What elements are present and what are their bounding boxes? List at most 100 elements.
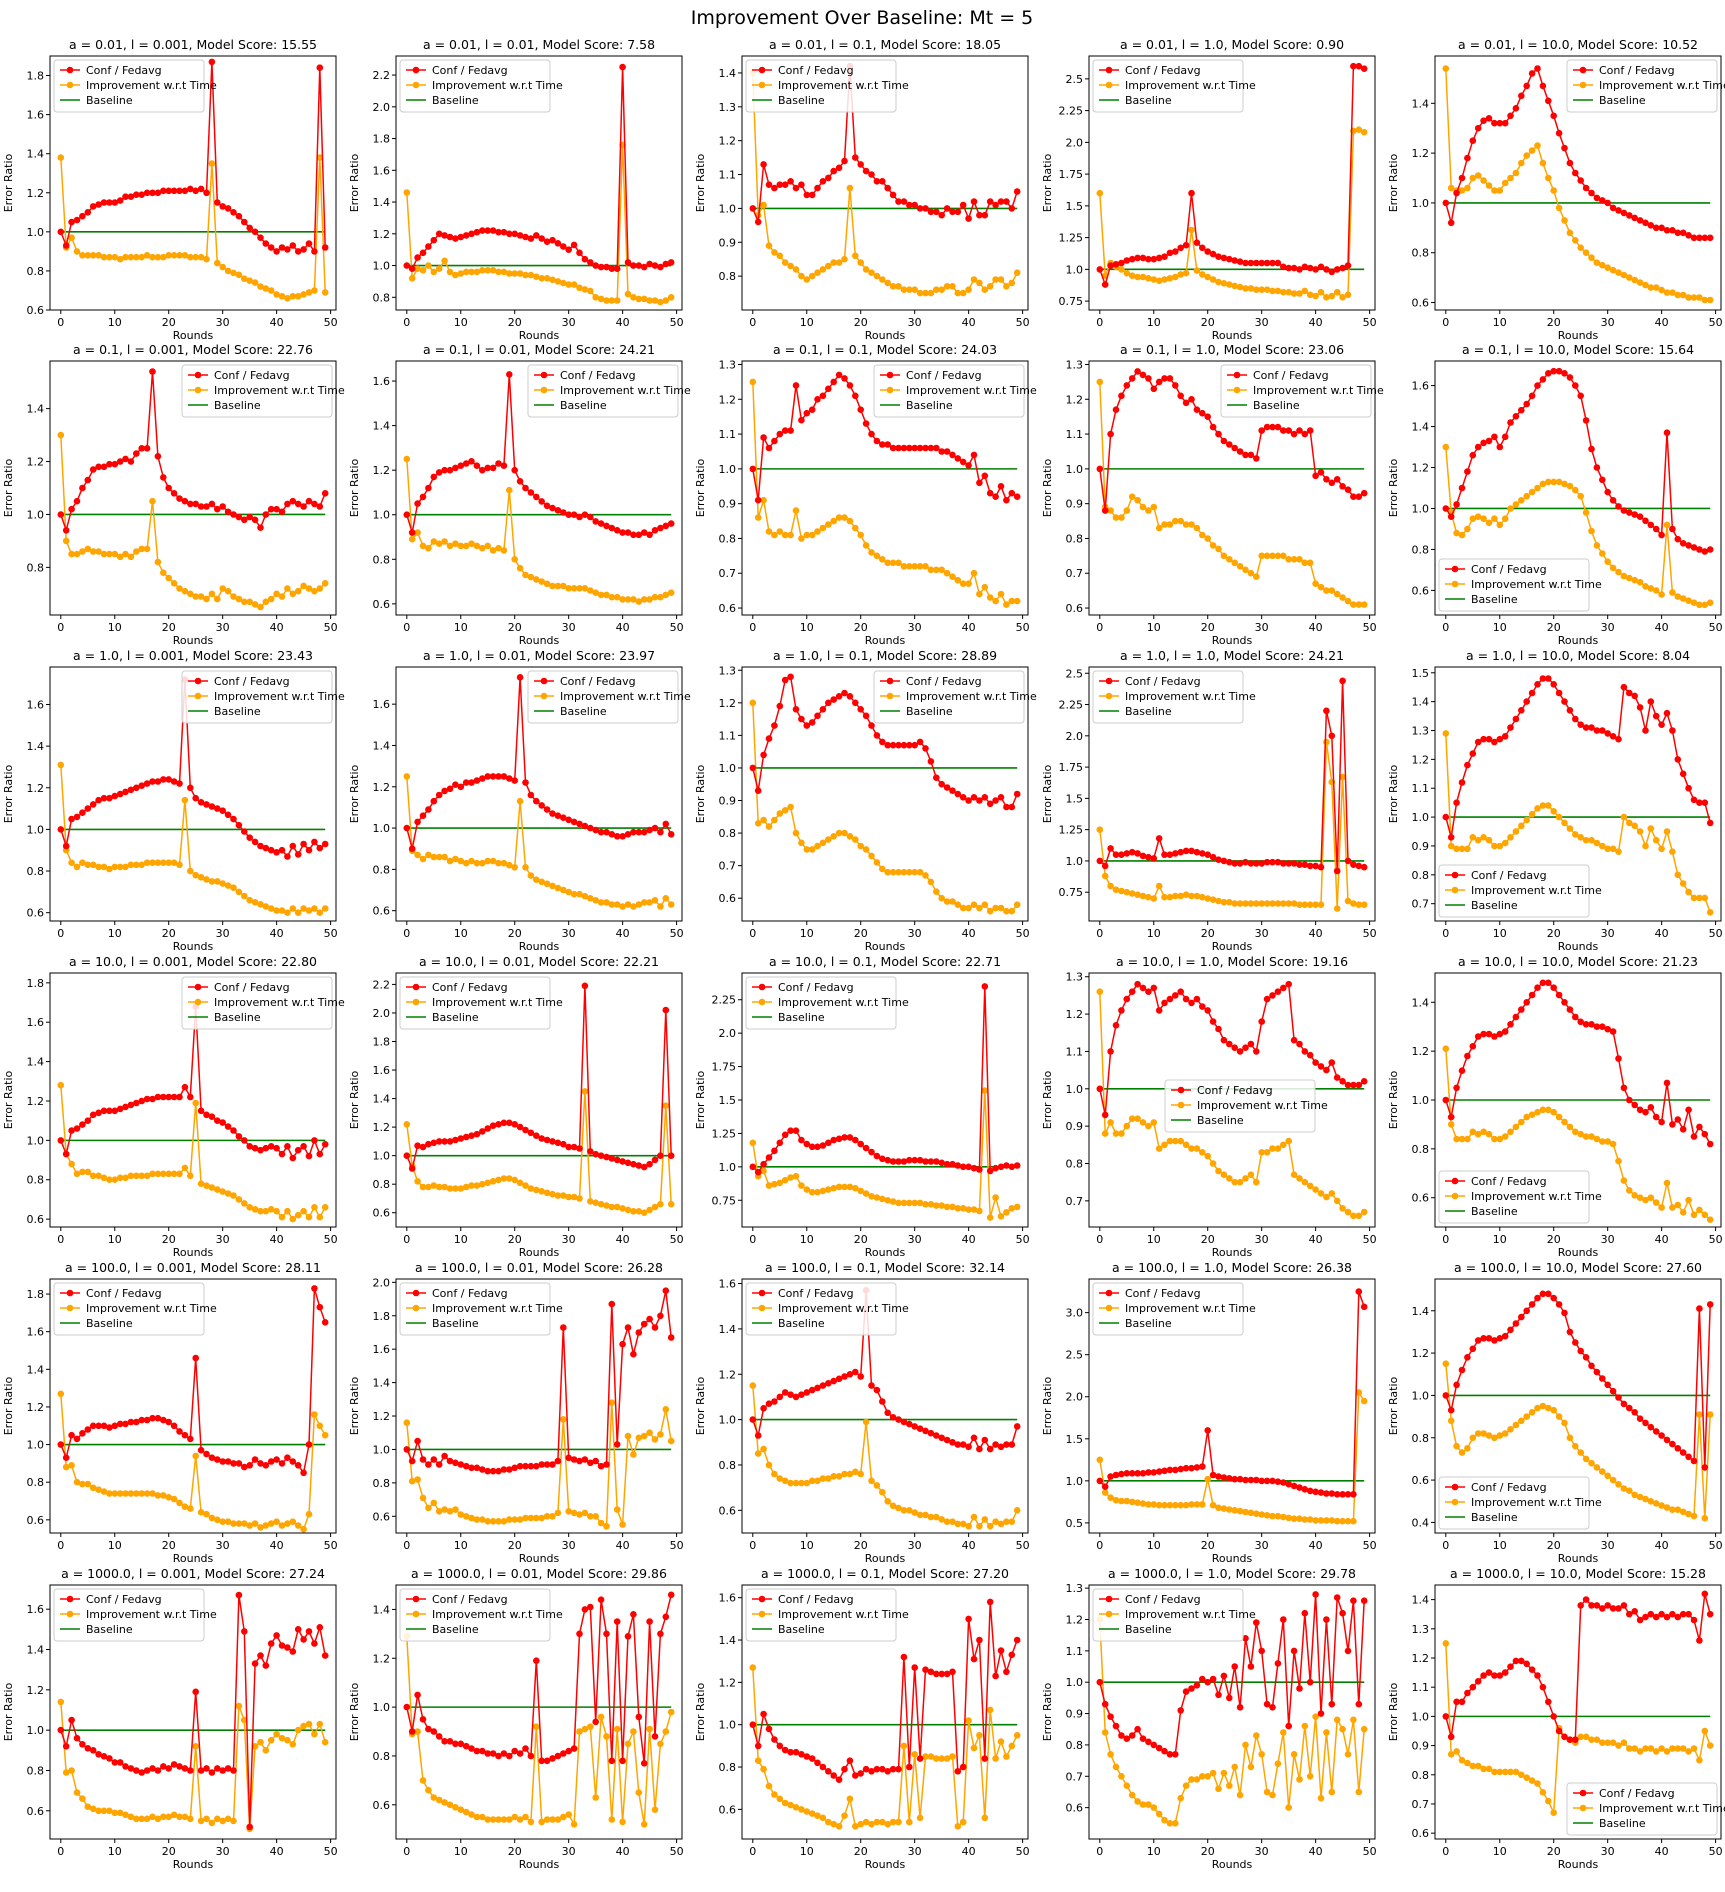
y-axis-label: Error Ratio (694, 764, 707, 823)
data-point (1199, 271, 1206, 278)
data-point (889, 559, 897, 567)
data-point (906, 286, 913, 294)
data-point (224, 1518, 232, 1525)
data-point (116, 255, 124, 263)
data-point (1193, 267, 1201, 274)
data-point (1679, 770, 1687, 778)
legend-entry: Improvement w.r.t Time (1573, 79, 1725, 92)
data-point (879, 276, 886, 283)
x-tick-label: 40 (616, 1845, 630, 1858)
legend-label: Conf / Fedavg (214, 981, 290, 994)
data-point (533, 1462, 540, 1470)
legend-entry: Improvement w.r.t Time (60, 1302, 217, 1315)
data-point (516, 478, 524, 485)
data-point (452, 1506, 459, 1513)
data-point (1582, 249, 1590, 256)
data-point (230, 511, 237, 518)
legend-marker (66, 1595, 74, 1603)
data-point (84, 476, 92, 484)
data-point (425, 1461, 432, 1468)
legend-marker (194, 677, 202, 685)
data-point (68, 234, 75, 241)
data-point (1696, 546, 1703, 553)
data-point (1442, 1640, 1450, 1647)
data-point (133, 191, 140, 198)
data-point (1501, 839, 1509, 847)
data-point (933, 1432, 940, 1439)
y-tick-label: 1.8 (27, 1288, 45, 1301)
data-point (857, 1140, 864, 1148)
data-point (79, 1480, 86, 1488)
y-axis-label: Error Ratio (348, 764, 361, 823)
data-point (970, 1164, 978, 1172)
data-point (1285, 1722, 1292, 1730)
data-point (1523, 1413, 1530, 1420)
data-point (1701, 234, 1709, 242)
data-point (1685, 1196, 1692, 1204)
data-point (1096, 266, 1104, 273)
data-point (305, 289, 313, 296)
data-point (300, 503, 307, 510)
data-point (1626, 1187, 1633, 1194)
data-point (1008, 279, 1016, 287)
data-point (1636, 578, 1644, 586)
x-axis-label: Rounds (519, 940, 560, 953)
data-point (1306, 1487, 1314, 1495)
data-point (776, 181, 784, 188)
data-point (408, 1457, 416, 1465)
data-point (1290, 900, 1298, 907)
data-point (1669, 848, 1676, 855)
data-point (1350, 493, 1357, 501)
data-point (527, 489, 535, 496)
data-point (219, 1188, 226, 1195)
data-point (657, 298, 664, 306)
data-point (1679, 1610, 1687, 1618)
data-point (1280, 984, 1287, 992)
data-point (662, 895, 670, 902)
data-point (1301, 1178, 1309, 1186)
x-axis-label: Rounds (519, 1246, 560, 1259)
data-point (814, 1477, 821, 1485)
y-tick-label: 1.0 (1066, 263, 1084, 276)
legend-entry: Baseline (1573, 94, 1646, 107)
series-conf-fedavg (749, 371, 1021, 504)
data-point (1485, 836, 1493, 844)
data-point (825, 1186, 832, 1193)
series-line (406, 776, 672, 908)
data-point (1145, 1801, 1152, 1808)
data-point (1177, 1465, 1184, 1473)
data-point (1636, 1616, 1644, 1624)
series-improvement (1096, 988, 1368, 1220)
data-point (1464, 761, 1471, 769)
data-point (1280, 552, 1287, 560)
data-point (149, 1490, 156, 1497)
data-point (408, 265, 416, 273)
data-point (868, 722, 875, 729)
data-point (613, 1441, 621, 1448)
data-point (538, 1514, 545, 1522)
x-tick-label: 20 (1547, 621, 1561, 634)
data-point (1539, 1789, 1547, 1796)
data-point (192, 794, 199, 802)
data-point (651, 897, 659, 904)
data-point (241, 218, 248, 226)
data-point (68, 859, 75, 866)
data-point (1453, 845, 1460, 853)
data-point (873, 732, 881, 739)
data-point (289, 497, 297, 505)
legend-label: Baseline (214, 1011, 261, 1024)
data-point (943, 1670, 951, 1678)
data-point (100, 1422, 108, 1430)
legend-label: Conf / Fedavg (1125, 64, 1201, 77)
data-point (819, 392, 827, 400)
data-point (657, 1200, 664, 1208)
data-point (1312, 901, 1319, 908)
data-point (1604, 1472, 1611, 1480)
data-point (408, 529, 416, 536)
data-point (1658, 1118, 1665, 1126)
data-point (640, 1209, 648, 1216)
plot-frame (1088, 360, 1376, 616)
y-tick-label: 1.2 (373, 464, 391, 477)
subplot-title: a = 0.01, l = 1.0, Model Score: 0.90 (1120, 37, 1344, 52)
data-point (284, 1454, 291, 1461)
